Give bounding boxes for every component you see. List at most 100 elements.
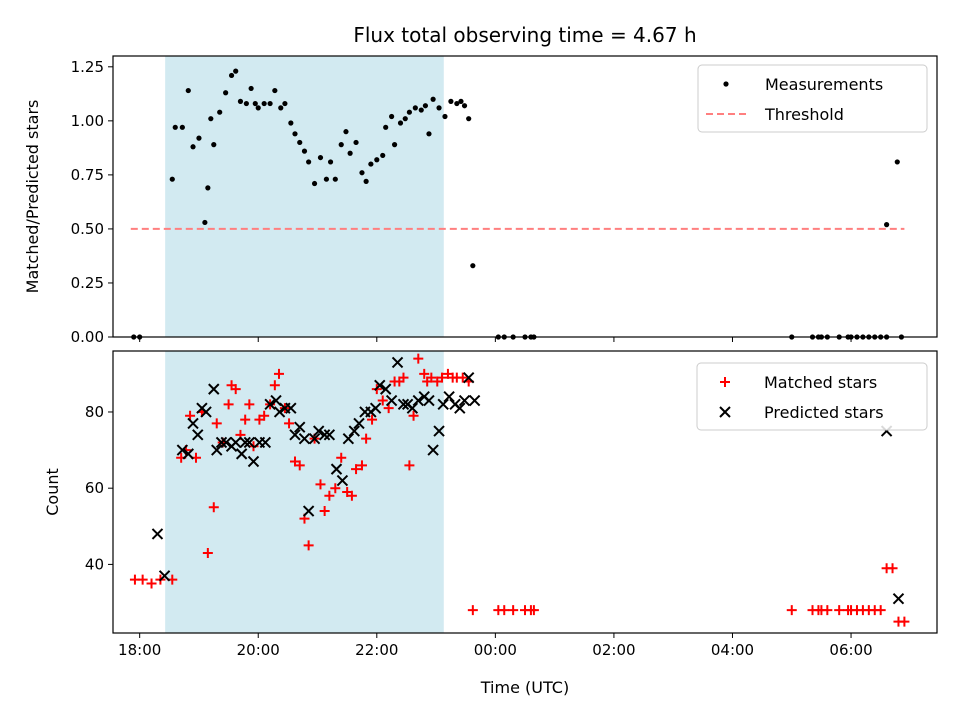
data-point bbox=[462, 371, 475, 384]
x-axis: 18:00 20:00 22:00 00:00 02:00 04:00 06:00 bbox=[118, 633, 873, 659]
data-point bbox=[353, 139, 359, 146]
data-point bbox=[336, 452, 347, 463]
data-point bbox=[324, 490, 335, 501]
legend-label: Predicted stars bbox=[764, 403, 884, 422]
legend-box bbox=[697, 64, 928, 133]
data-point bbox=[220, 436, 232, 449]
data-point bbox=[467, 605, 478, 616]
data-point bbox=[466, 116, 472, 122]
axes-frame bbox=[112, 55, 938, 338]
data-point bbox=[243, 436, 256, 449]
data-point bbox=[442, 113, 448, 120]
data-point bbox=[412, 394, 425, 407]
y-axis-label: Matched/Predicted stars bbox=[23, 100, 42, 294]
data-point bbox=[346, 490, 357, 501]
data-point bbox=[303, 540, 314, 551]
legend-label: Threshold bbox=[764, 105, 844, 124]
data-point bbox=[288, 120, 294, 126]
data-point bbox=[282, 100, 288, 107]
data-point bbox=[267, 100, 273, 107]
data-point bbox=[137, 574, 148, 585]
data-point bbox=[397, 120, 404, 126]
data-point bbox=[454, 100, 460, 107]
x-axis bbox=[139, 337, 852, 342]
data-point bbox=[211, 142, 217, 148]
bottom-panel: 18:00 20:00 22:00 00:00 02:00 04:00 06:00 40 60 8… bbox=[43, 350, 938, 697]
data-point bbox=[892, 592, 905, 605]
legend-box bbox=[696, 362, 928, 431]
data-point bbox=[205, 185, 211, 191]
x-tick-label: 04:00 bbox=[711, 641, 754, 659]
data-point bbox=[289, 429, 301, 441]
data-point bbox=[470, 263, 476, 269]
data-point bbox=[834, 605, 845, 616]
x-tick-label: 18:00 bbox=[118, 641, 161, 659]
data-point bbox=[461, 103, 468, 109]
data-point bbox=[202, 219, 208, 226]
data-point bbox=[899, 616, 910, 627]
data-point bbox=[363, 178, 369, 184]
data-point bbox=[176, 444, 189, 456]
data-point bbox=[356, 460, 367, 471]
data-point bbox=[182, 448, 194, 460]
data-point bbox=[239, 436, 251, 449]
data-point bbox=[342, 432, 355, 445]
data-point bbox=[230, 384, 241, 395]
data-point bbox=[406, 109, 413, 115]
y-tick-label: 40 bbox=[85, 555, 104, 573]
data-point bbox=[423, 394, 435, 407]
data-point bbox=[437, 372, 448, 383]
y-axis: 40 60 80 bbox=[85, 403, 113, 573]
data-point bbox=[285, 402, 297, 414]
data-point bbox=[323, 429, 336, 441]
data-point bbox=[436, 105, 442, 111]
data-point bbox=[359, 170, 365, 176]
data-point bbox=[301, 148, 308, 154]
data-point bbox=[332, 176, 338, 182]
data-point bbox=[294, 460, 305, 471]
y-tick-label: 0.50 bbox=[71, 220, 104, 238]
data-point bbox=[336, 474, 349, 487]
data-point bbox=[412, 105, 418, 111]
data-point bbox=[398, 372, 409, 383]
data-point bbox=[448, 98, 454, 104]
series-predicted-stars bbox=[151, 356, 905, 605]
data-point bbox=[294, 421, 306, 433]
data-point bbox=[458, 394, 471, 407]
data-point bbox=[187, 417, 199, 430]
data-point bbox=[377, 395, 388, 406]
legend-label: Measurements bbox=[765, 75, 883, 94]
data-point bbox=[233, 68, 239, 74]
data-point bbox=[223, 399, 234, 410]
x-tick-label: 00:00 bbox=[474, 641, 517, 659]
data-point bbox=[427, 444, 439, 456]
data-point bbox=[348, 425, 360, 437]
data-point bbox=[884, 222, 890, 228]
data-point bbox=[319, 506, 330, 517]
data-point bbox=[208, 383, 220, 395]
data-point bbox=[223, 90, 229, 96]
data-point bbox=[875, 605, 886, 616]
data-point bbox=[202, 547, 213, 558]
data-point bbox=[380, 152, 386, 159]
data-point bbox=[237, 98, 244, 104]
data-point bbox=[468, 394, 481, 407]
data-point bbox=[368, 161, 374, 167]
x-tick-label: 06:00 bbox=[829, 641, 872, 659]
y-tick-label: 1.25 bbox=[71, 58, 104, 76]
data-point bbox=[264, 398, 276, 411]
data-point bbox=[244, 399, 255, 410]
data-point bbox=[353, 417, 365, 430]
data-point bbox=[433, 425, 445, 437]
data-point bbox=[894, 159, 900, 165]
data-point bbox=[284, 418, 295, 429]
data-point bbox=[454, 402, 466, 414]
data-point bbox=[247, 455, 260, 468]
data-point bbox=[259, 410, 270, 421]
x-tick-label: 02:00 bbox=[592, 641, 635, 659]
data-point bbox=[385, 394, 398, 407]
data-point bbox=[211, 444, 223, 456]
data-point bbox=[430, 96, 436, 102]
data-point bbox=[243, 100, 249, 107]
